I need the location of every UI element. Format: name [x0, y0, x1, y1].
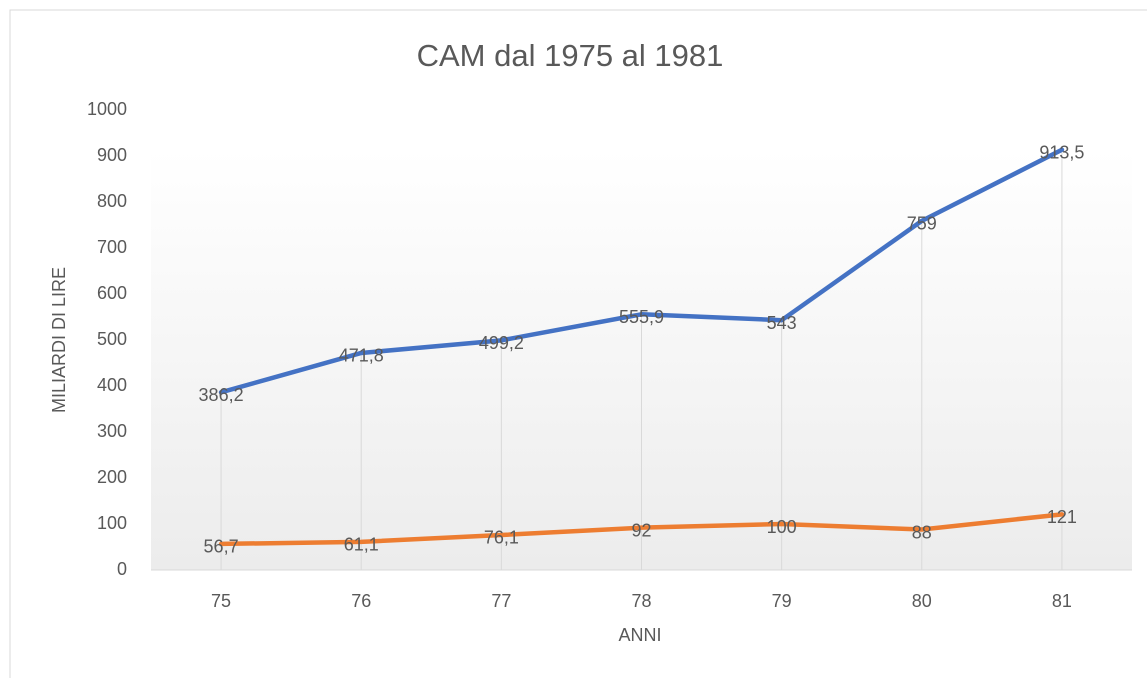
- data-label: 543: [767, 313, 797, 333]
- chart-border: [9, 9, 1147, 678]
- x-tick-label: 78: [631, 591, 651, 611]
- y-axis-label: MILIARDI DI LIRE: [49, 267, 69, 413]
- data-label: 100: [767, 517, 797, 537]
- y-tick-label: 500: [97, 329, 127, 349]
- y-tick-label: 700: [97, 237, 127, 257]
- data-label: 913,5: [1039, 143, 1084, 163]
- y-tick-label: 1000: [87, 99, 127, 119]
- data-label: 759: [907, 214, 937, 234]
- x-axis-label: ANNI: [618, 625, 661, 645]
- data-label: 471,8: [339, 346, 384, 366]
- y-tick-label: 800: [97, 191, 127, 211]
- y-tick-label: 300: [97, 421, 127, 441]
- series-line: [218, 512, 1065, 547]
- y-tick-label: 100: [97, 513, 127, 533]
- y-tick-label: 400: [97, 375, 127, 395]
- data-label: 499,2: [479, 333, 524, 353]
- y-tick-label: 200: [97, 467, 127, 487]
- data-label: 555,9: [619, 307, 664, 327]
- x-tick-label: 75: [211, 591, 231, 611]
- x-tick-label: 81: [1052, 591, 1072, 611]
- data-label: 121: [1047, 507, 1077, 527]
- x-tick-label: 77: [491, 591, 511, 611]
- series-line: [218, 147, 1065, 395]
- y-tick-label: 900: [97, 145, 127, 165]
- data-label: 76,1: [484, 528, 519, 548]
- data-label: 88: [912, 522, 932, 542]
- y-tick-label: 0: [117, 559, 127, 579]
- data-label: 386,2: [199, 385, 244, 405]
- x-tick-label: 79: [772, 591, 792, 611]
- x-tick-label: 80: [912, 591, 932, 611]
- data-label: 61,1: [344, 535, 379, 555]
- data-label: 56,7: [204, 537, 239, 557]
- data-label: 92: [631, 520, 651, 540]
- y-tick-label: 600: [97, 283, 127, 303]
- x-tick-label: 76: [351, 591, 371, 611]
- chart-title: CAM dal 1975 al 1981: [417, 38, 724, 73]
